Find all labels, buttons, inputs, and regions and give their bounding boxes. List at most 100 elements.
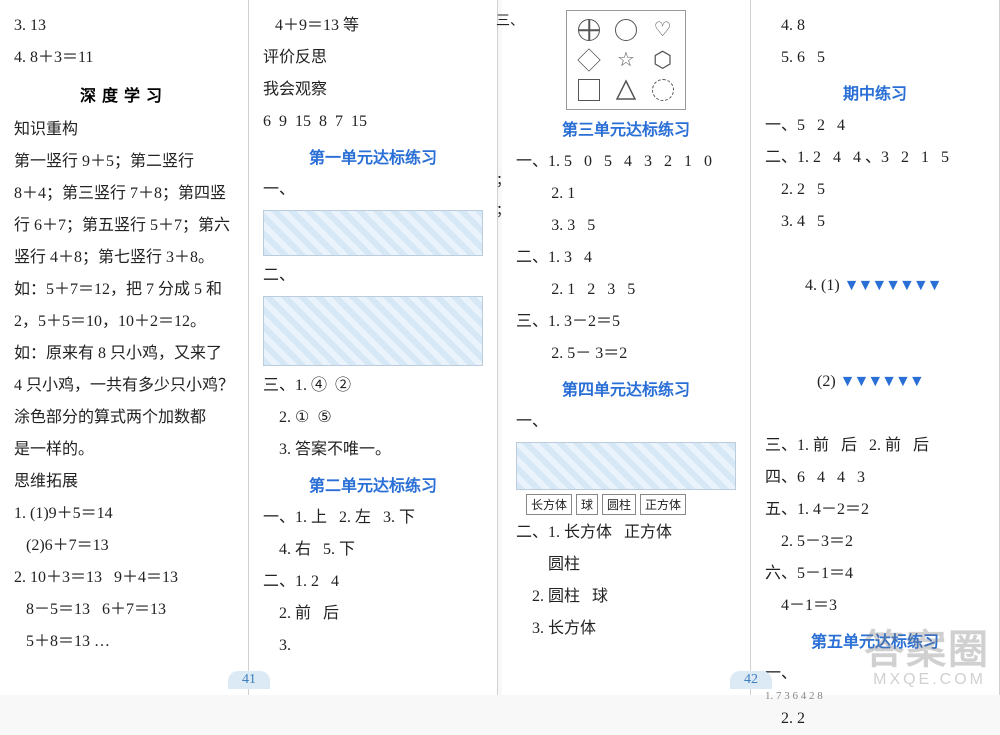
shape-triangle-icon: [615, 79, 637, 101]
text-line: 4－1＝3: [765, 590, 985, 622]
heading-deep-study: 深度学习: [14, 82, 234, 106]
page-left-col2: 4＋9＝13 等 评价反思 我会观察 6 9 15 8 7 15 第一单元达标练…: [249, 0, 498, 695]
edge-text: 三、: [496, 10, 524, 30]
shape-circle-cross-icon: [578, 19, 600, 41]
shape-circle-icon: [615, 19, 637, 41]
page-left-col1: 3. 13 4. 8＋3＝11 深度学习 知识重构 第一竖行 9＋5；第二竖行 …: [0, 0, 249, 695]
text-line: 4. (1) ▼▼▼▼▼▼▼: [765, 238, 985, 334]
text-line: 一、1. 5 0 5 4 3 2 1 0: [516, 146, 736, 178]
edge-text: ；: [496, 170, 510, 190]
text-line: 五、1. 4－2＝2: [765, 494, 985, 526]
text-line: 5＋8＝13 …: [14, 626, 234, 658]
shapes-grid: ♡ ☆ ⬡: [566, 10, 686, 110]
text-line: 4 只小鸡，一共有多少只小鸡？: [14, 370, 234, 402]
shape-hexagon-icon: ⬡: [652, 49, 674, 71]
label-cell: 圆柱: [602, 494, 636, 515]
heading-unit5: 第五单元达标练习: [765, 628, 985, 652]
text-line: 1. (1)9＋5＝14: [14, 498, 234, 530]
text-line: 一、: [516, 406, 736, 438]
heading-unit3: 第三单元达标练习: [516, 116, 736, 140]
text-line: 三、1. 前 后 2. 前 后: [765, 430, 985, 462]
text-line: 圆柱: [516, 549, 736, 581]
text-line: 二、1. 2 4 4 、3 2 1 5: [765, 142, 985, 174]
label-cell: 长方体: [526, 494, 572, 515]
text-line: 是一样的。: [14, 434, 234, 466]
text-line: 3. 4 5: [765, 206, 985, 238]
text-line: 二、1. 3 4: [516, 242, 736, 274]
page-right: 三、 ； ； ♡ ☆ ⬡ 第三单元达标练习 一、1. 5 0: [502, 0, 1000, 695]
figure-placeholder: [516, 442, 736, 490]
text-line: 如：原来有 8 只小鸡，又来了: [14, 338, 234, 370]
text-line: (2)6＋7＝13: [14, 530, 234, 562]
text-line: 2. 2: [765, 703, 985, 735]
text-line: 四、6 4 4 3: [765, 462, 985, 494]
text-line: 4. 右 5. 下: [263, 534, 483, 566]
text-line: 知识重构: [14, 114, 234, 146]
text-line: 二、1. 长方体 正方体: [516, 517, 736, 549]
text-line: 2. 1: [516, 178, 736, 210]
figure-placeholder: [263, 296, 483, 366]
heading-unit4: 第四单元达标练习: [516, 376, 736, 400]
text-line: 2，5＋5＝10，10＋2＝12。: [14, 306, 234, 338]
text-line: 六、5－1＝4: [765, 558, 985, 590]
text-line: 6 9 15 8 7 15: [263, 106, 483, 138]
text-line: 思维拓展: [14, 466, 234, 498]
heading-unit1: 第一单元达标练习: [263, 144, 483, 168]
text-line: (2) ▼▼▼▼▼▼: [765, 334, 985, 430]
text-line: 三、1. ④ ②: [263, 370, 483, 402]
tiny-numbers: 1. 7 3 6 4 2 8: [765, 690, 985, 703]
text-line: 2. 5－ 3＝2: [516, 338, 736, 370]
label-cell: 正方体: [640, 494, 686, 515]
text-line: 2. 前 后: [263, 598, 483, 630]
text-line: 4＋9＝13 等: [263, 10, 483, 42]
text-line: 行 6＋7；第五竖行 5＋7；第六: [14, 210, 234, 242]
shape-dashed-circle-icon: [652, 79, 674, 101]
text-line: 2. 2 5: [765, 174, 985, 206]
figure-placeholder: [263, 210, 483, 256]
text-line: 竖行 4＋8；第七竖行 3＋8。: [14, 242, 234, 274]
page-number-right: 42: [730, 671, 772, 689]
text-line: 二、: [263, 260, 483, 292]
text-line: 8－5＝13 6＋7＝13: [14, 594, 234, 626]
shape-labels-row: 长方体 球 圆柱 正方体: [526, 494, 736, 515]
text-line: 2. 圆柱 球: [516, 581, 736, 613]
shape-square-icon: [578, 79, 600, 101]
text-line: 一、1. 上 2. 左 3. 下: [263, 502, 483, 534]
text-line: 评价反思: [263, 42, 483, 74]
shape-star-icon: ☆: [615, 49, 637, 71]
text-line: 3.: [263, 630, 483, 662]
heading-midterm: 期中练习: [765, 80, 985, 104]
heading-unit2: 第二单元达标练习: [263, 472, 483, 496]
triangles-icon: ▼▼▼▼▼▼: [840, 373, 923, 390]
text-line: 2. 1 2 3 5: [516, 274, 736, 306]
text-line: 3. 长方体: [516, 613, 736, 645]
text-line: 3. 3 5: [516, 210, 736, 242]
text-span: 4. (1): [789, 277, 844, 294]
page-number-left: 41: [228, 671, 270, 689]
text-line: 第一竖行 9＋5；第二竖行: [14, 146, 234, 178]
triangles-icon: ▼▼▼▼▼▼▼: [844, 277, 941, 294]
text-line: 4. 8: [765, 10, 985, 42]
text-line: 如：5＋7＝12，把 7 分成 5 和: [14, 274, 234, 306]
page-right-col1: 三、 ； ； ♡ ☆ ⬡ 第三单元达标练习 一、1. 5 0: [502, 0, 751, 695]
page-right-col2: 4. 8 5. 6 5 期中练习 一、5 2 4 二、1. 2 4 4 、3 2…: [751, 0, 1000, 695]
shape-heart-icon: ♡: [652, 19, 674, 41]
text-line: 一、5 2 4: [765, 110, 985, 142]
text-span: (2): [789, 373, 840, 390]
label-cell: 球: [576, 494, 598, 515]
text-line: 3. 13: [14, 10, 234, 42]
text-line: 3. 答案不唯一。: [263, 434, 483, 466]
text-line: 我会观察: [263, 74, 483, 106]
text-line: 5. 6 5: [765, 42, 985, 74]
text-line: 二、1. 2 4: [263, 566, 483, 598]
text-line: 2. 5－3＝2: [765, 526, 985, 558]
page-left: 3. 13 4. 8＋3＝11 深度学习 知识重构 第一竖行 9＋5；第二竖行 …: [0, 0, 498, 695]
text-line: 8＋4；第三竖行 7＋8；第四竖: [14, 178, 234, 210]
text-line: 涂色部分的算式两个加数都: [14, 402, 234, 434]
text-line: 一、: [765, 658, 985, 690]
shape-diamond-icon: [578, 48, 601, 71]
edge-text: ；: [496, 200, 510, 220]
text-line: 三、1. 3－2＝5: [516, 306, 736, 338]
text-line: 2. ① ⑤: [263, 402, 483, 434]
text-line: 2. 10＋3＝13 9＋4＝13: [14, 562, 234, 594]
